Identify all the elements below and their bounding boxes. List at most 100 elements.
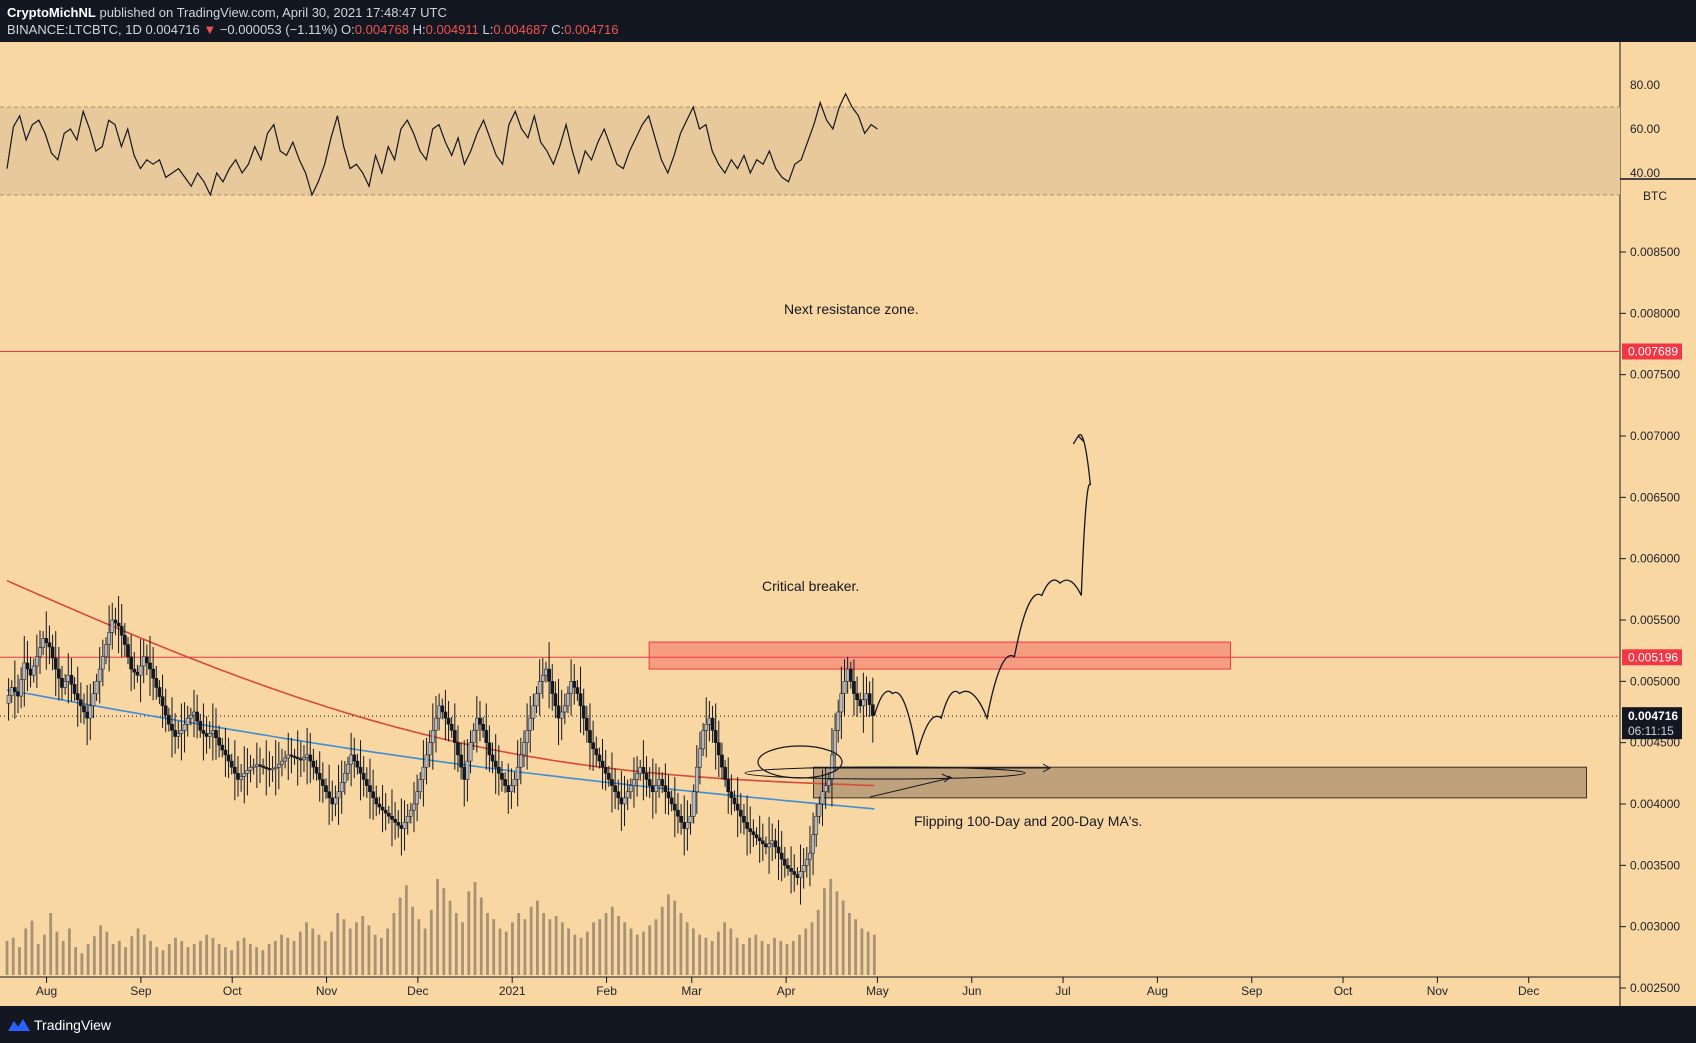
volume-bar: [498, 928, 502, 975]
down-triangle-icon: ▼: [203, 22, 217, 37]
candle-body: [314, 766, 319, 774]
rsi-tick-label: 60.00: [1630, 122, 1660, 136]
volume-bar: [604, 913, 608, 975]
candle-body: [333, 797, 338, 805]
candle-body: [254, 764, 259, 767]
volume-bar: [211, 937, 215, 975]
annotations: Next resistance zone. Critical breaker. Fl…: [762, 301, 1142, 829]
volume-bar: [523, 919, 527, 975]
time-tick-label: Mar: [681, 984, 702, 998]
price-tick-label: 0.008000: [1630, 306, 1680, 320]
candle-body: [767, 843, 771, 848]
candle-body: [672, 803, 677, 811]
volume-bar: [348, 928, 352, 975]
volume-bar: [685, 922, 689, 975]
candle-body: [676, 809, 680, 817]
candle-body: [258, 764, 262, 767]
candle-body: [465, 760, 470, 780]
candle-body: [720, 754, 724, 768]
candle-body: [386, 812, 391, 817]
candle-body: [544, 668, 548, 676]
volume-bar: [835, 891, 839, 975]
rsi-band: [0, 107, 1620, 195]
volume-bar: [267, 944, 271, 975]
volume-bar: [692, 928, 695, 975]
volume-bar: [511, 922, 514, 975]
candle-body: [179, 730, 184, 734]
candle-body: [182, 724, 187, 731]
price-tick-label: 0.007500: [1630, 368, 1680, 382]
candle-body: [6, 695, 11, 704]
candle-body: [459, 754, 463, 768]
last-price-tag-label: 0.004716: [1628, 709, 1678, 723]
candle-body: [691, 791, 696, 817]
volume-bar: [517, 913, 521, 975]
candle-body: [452, 730, 457, 743]
candle-body: [556, 705, 561, 719]
time-tick-label: Dec: [407, 984, 428, 998]
candle-body: [600, 760, 605, 768]
candle-body: [456, 742, 460, 756]
rsi-tick-label: 40.00: [1630, 166, 1660, 180]
candle-body: [148, 662, 152, 670]
candle-body: [330, 797, 335, 805]
candle-body: [170, 724, 174, 731]
volume-bar: [292, 940, 296, 975]
countdown-label: 06:11:15: [1628, 724, 1674, 738]
tradingview-logo-icon[interactable]: [7, 1018, 31, 1032]
candle-body: [368, 785, 372, 792]
candle-body: [402, 822, 407, 829]
candle-body: [698, 748, 702, 768]
volume-bar: [785, 944, 789, 975]
volume-bar: [199, 940, 202, 975]
candle-body: [364, 779, 369, 786]
volume-bar: [411, 906, 415, 975]
candle-body: [694, 766, 699, 792]
candle-body: [745, 822, 749, 829]
candle-body: [393, 819, 397, 823]
candle-body: [760, 840, 765, 845]
volume-bar: [716, 931, 720, 975]
resistance-price-tag-label: 0.007689: [1628, 344, 1678, 358]
candle-body: [308, 754, 313, 762]
candle-body: [16, 691, 20, 697]
volume-bar: [454, 913, 458, 975]
volume-bar: [467, 891, 471, 975]
volume-bar: [579, 937, 583, 975]
candle-body: [399, 825, 404, 829]
volume-bar: [367, 925, 371, 975]
symbol-label[interactable]: BINANCE:LTCBTC, 1D: [7, 22, 142, 37]
candle-body: [603, 766, 608, 774]
volume-bar: [635, 934, 639, 975]
candle-body: [355, 760, 360, 768]
candle-body: [22, 662, 27, 680]
candle-body: [493, 760, 498, 768]
time-tick-label: Sep: [1241, 984, 1263, 998]
volume-bar: [404, 885, 408, 975]
candle-body: [72, 684, 77, 694]
candle-body: [537, 681, 542, 694]
candle-body: [236, 773, 240, 780]
candle-body: [245, 770, 250, 774]
candle-body: [374, 797, 379, 805]
volume-bar: [660, 906, 664, 975]
candle-body: [336, 791, 341, 799]
price-tick-label: 0.007000: [1630, 429, 1680, 443]
volume-bar: [442, 888, 446, 975]
candle-body: [726, 779, 731, 792]
brand-label[interactable]: TradingView: [34, 1017, 112, 1033]
candle-body: [528, 717, 533, 731]
resistance-price-tag: [1622, 649, 1682, 666]
volume-bar: [823, 888, 826, 975]
last-price-tag: [1622, 707, 1682, 740]
candle-body: [339, 782, 344, 792]
volume-bars: [5, 878, 876, 975]
volume-bar: [24, 928, 28, 975]
volume-bar: [642, 931, 645, 975]
candle-body: [481, 724, 485, 731]
author-name[interactable]: CryptoMichNL: [7, 5, 96, 20]
volume-bar: [667, 894, 670, 975]
candle-body: [474, 717, 479, 731]
candle-body: [358, 766, 363, 774]
